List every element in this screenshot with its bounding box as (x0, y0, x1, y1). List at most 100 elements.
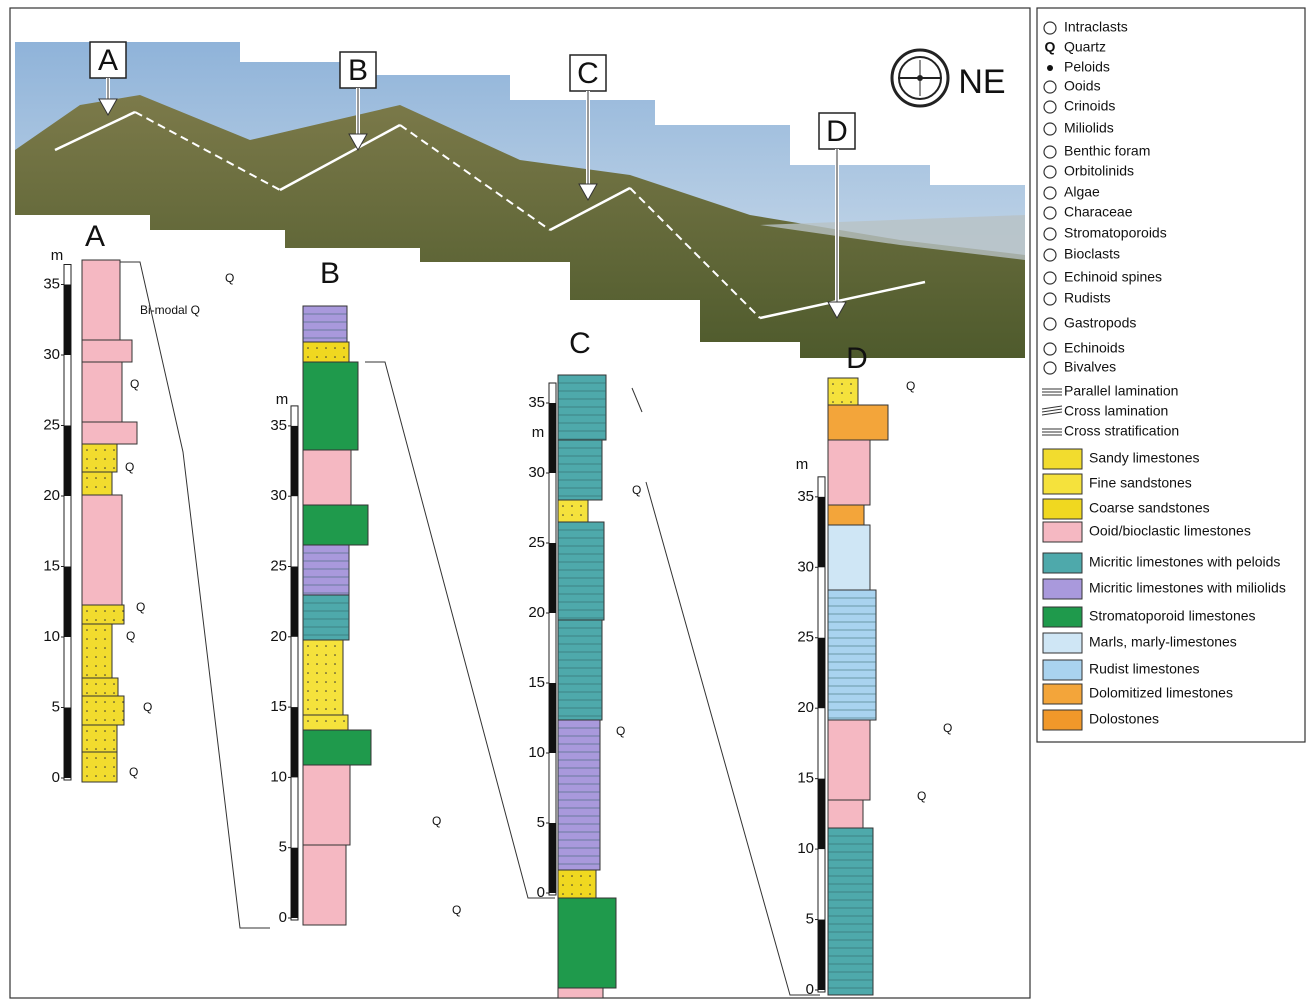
legend-icon (1044, 318, 1056, 330)
bed (82, 472, 112, 495)
bed-dot (343, 720, 345, 722)
bed (82, 624, 112, 678)
legend-swatch (1043, 449, 1082, 469)
bed-dot (334, 681, 336, 683)
bed-dot (325, 663, 327, 665)
bed-dot (95, 701, 97, 703)
bed-dot (86, 719, 88, 721)
bed-dot (334, 699, 336, 701)
tick-label: 25 (43, 416, 60, 433)
tick-label: 0 (806, 981, 814, 998)
tick-label: 35 (797, 488, 814, 505)
bed-dot (86, 710, 88, 712)
bed-dot (104, 619, 106, 621)
legend-label: Micritic limestones with peloids (1089, 554, 1280, 570)
legend-swatch (1043, 499, 1082, 519)
note: Q (129, 765, 138, 779)
bed-dot (104, 757, 106, 759)
bed-dot (325, 645, 327, 647)
bed-dot (104, 701, 106, 703)
legend-label: Sandy limestones (1089, 450, 1200, 466)
bed-dot (95, 665, 97, 667)
legend-label: Ooids (1064, 78, 1101, 94)
bed-dot (95, 477, 97, 479)
section-column: 05101520253035AmQBi-modal QQQQQQQ (43, 220, 234, 786)
bed-dot (86, 757, 88, 759)
note: Q (130, 377, 139, 391)
bed-dot (86, 619, 88, 621)
bed-dot (122, 710, 124, 712)
bed (828, 405, 888, 440)
bed-dot (86, 674, 88, 676)
bed-dot (334, 654, 336, 656)
tick-label: 25 (528, 534, 545, 551)
bed-dot (95, 710, 97, 712)
scale-segment (64, 426, 71, 497)
bed-dot (334, 645, 336, 647)
bed-dot (307, 720, 309, 722)
legend-label: Characeae (1064, 204, 1133, 220)
note: Q (616, 724, 625, 738)
legend-label: Dolomitized limestones (1089, 685, 1233, 701)
legend-label: Bioclasts (1064, 246, 1120, 262)
bed-dot (95, 619, 97, 621)
bed (828, 720, 870, 800)
legend-swatch (1043, 710, 1082, 730)
legend-label: Stromatoporoids (1064, 225, 1167, 241)
unit-label: m (51, 247, 64, 264)
bed-dot (95, 748, 97, 750)
bed-dot (86, 775, 88, 777)
scale-segment (291, 707, 298, 777)
legend-label: Benthic foram (1064, 143, 1150, 159)
bed-dot (104, 638, 106, 640)
bed-dot (316, 356, 318, 358)
bed-dot (95, 458, 97, 460)
bed-dot (580, 875, 582, 877)
bed-dot (95, 674, 97, 676)
legend-icon (1044, 187, 1056, 199)
unit-label: m (532, 424, 545, 441)
legend-label: Rudists (1064, 290, 1111, 306)
bed (558, 720, 600, 870)
bed-dot (580, 514, 582, 516)
scale-segment (549, 823, 556, 893)
bed (303, 450, 351, 505)
bed (558, 988, 603, 998)
scale-segment (818, 638, 825, 708)
bed (82, 725, 117, 752)
bed (558, 440, 602, 500)
note: Bi-modal Q (140, 303, 200, 317)
legend-swatch (1043, 522, 1082, 542)
bed (303, 845, 346, 925)
tick-label: 35 (43, 275, 60, 292)
bed-dot (571, 505, 573, 507)
bed-dot (104, 477, 106, 479)
bed (303, 545, 349, 595)
scale-segment (291, 848, 298, 918)
legend-icon (1044, 207, 1056, 219)
legend-label: Parallel lamination (1064, 383, 1178, 399)
bed-dot (562, 884, 564, 886)
bed-dot (343, 356, 345, 358)
bed-dot (571, 884, 573, 886)
bed-dot (95, 486, 97, 488)
bed-dot (832, 383, 834, 385)
bed-dot (95, 629, 97, 631)
bed-dot (307, 699, 309, 701)
section-column: 05101520253035DmQQQ (796, 342, 953, 998)
tick-label: 10 (43, 628, 60, 645)
tick-label: 0 (537, 884, 545, 901)
tick-label: 20 (270, 628, 287, 645)
bed-dot (113, 739, 115, 741)
bed-dot (325, 672, 327, 674)
legend-icon (1042, 406, 1062, 409)
bed-dot (832, 401, 834, 403)
bed-dot (113, 766, 115, 768)
bed-dot (580, 893, 582, 895)
correlation-line (646, 482, 820, 995)
bed-dot (841, 401, 843, 403)
bed (303, 715, 348, 730)
bed (303, 342, 349, 362)
bed-dot (343, 347, 345, 349)
bed-dot (589, 884, 591, 886)
